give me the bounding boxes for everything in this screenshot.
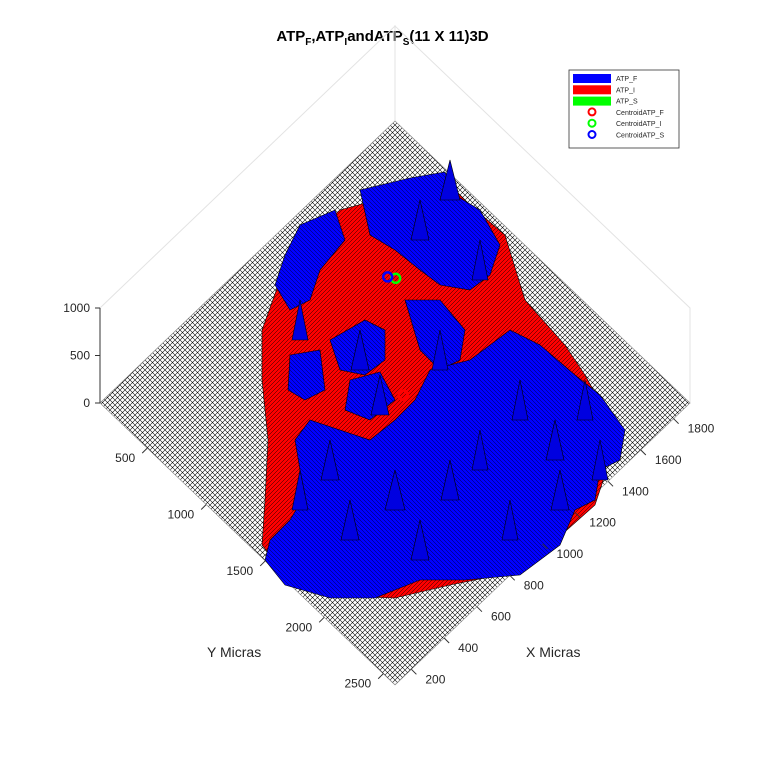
centroid-marker: [381, 271, 394, 283]
atp-f-peak: [471, 239, 489, 281]
legend-marker: [587, 130, 597, 139]
atp-f-region: [274, 209, 346, 311]
legend-label: CentroidATP_I: [616, 121, 661, 128]
x-tick-label: 1000: [557, 547, 584, 561]
y-tick-mark: [141, 447, 148, 454]
atp-f-peak: [370, 374, 390, 416]
atp-f-peak: [501, 499, 519, 541]
y-tick-mark: [318, 616, 325, 623]
atp-f-peak: [545, 419, 565, 461]
atp-f-peak: [550, 469, 570, 511]
z-tick-label: 0: [83, 396, 90, 410]
atp-f-peak: [410, 199, 430, 241]
y-tick-label: 2500: [344, 677, 371, 691]
legend-marker: [587, 118, 597, 128]
legend-swatch: [573, 74, 611, 83]
x-tick-mark: [411, 668, 417, 675]
x-tick-label: 200: [425, 672, 445, 686]
legend-label: CentroidATP_F: [616, 110, 664, 117]
legend-label: ATP_F: [616, 76, 637, 83]
atp-f-peak: [384, 469, 406, 511]
centroid-marker: [397, 389, 409, 401]
legend-label: ATP_S: [616, 99, 638, 106]
x-tick-mark: [640, 449, 647, 456]
title-sub: F: [305, 37, 312, 48]
atp-f-peak: [410, 519, 430, 561]
x-tick-mark: [509, 574, 516, 581]
x-tick-mark: [443, 637, 450, 644]
y-axis-label: Y Micras: [207, 644, 261, 660]
centroid-markers: [381, 271, 409, 401]
legend-swatch: [573, 96, 611, 106]
atp-f-region: [359, 171, 501, 291]
atp-f-peak: [350, 329, 370, 371]
surface-mesh: [261, 159, 626, 599]
x-tick-mark: [542, 543, 548, 550]
z-tick-label: 1000: [63, 301, 90, 315]
y-tick-label: 500: [115, 451, 135, 465]
atp-f-peak: [439, 159, 461, 201]
atp-f-region: [404, 299, 466, 371]
legend: ATP_F ATP_I ATP_S CentroidATP_F CentroidATP_…: [568, 69, 680, 149]
x-tick-label: 600: [491, 610, 511, 624]
title-sub: I: [344, 37, 348, 48]
z-tick-label: 500: [70, 349, 90, 363]
chart-title: ATPF,ATPIandATPS(11 X 11)3D: [0, 28, 765, 48]
title-part: ,ATP: [311, 28, 345, 45]
y-tick-mark: [200, 504, 207, 510]
atp-f-region: [287, 349, 326, 401]
x-tick-label: 1800: [688, 422, 715, 436]
x-tick-label: 800: [524, 578, 544, 592]
title-sub: S: [402, 37, 410, 48]
x-tick-mark: [476, 606, 483, 613]
atp-f-peak: [440, 459, 460, 501]
x-tick-label: 400: [458, 641, 478, 655]
atp-f-peak: [511, 379, 529, 421]
x-tick-label: 1200: [589, 516, 616, 530]
y-tick-label: 2000: [285, 620, 312, 634]
atp-f-peak: [591, 439, 609, 481]
atp-f-peak: [291, 299, 309, 341]
atp-f-peak: [431, 329, 449, 371]
y-tick-mark: [259, 560, 266, 567]
atp-f-peak: [576, 379, 594, 421]
atp-f-peak: [291, 469, 309, 511]
legend-label: ATP_I: [616, 87, 635, 94]
legend-marker: [587, 107, 597, 117]
y-tick-label: 1000: [167, 508, 194, 522]
x-tick-label: 1600: [655, 453, 682, 467]
atp-f-peak: [320, 439, 340, 481]
axis-ticks: 200 400 600 800 1000 1200 1400 1600 1800 500 1000 1…: [63, 301, 714, 691]
legend-label: CentroidATP_S: [616, 133, 664, 140]
x-tick-mark: [574, 512, 581, 519]
legend-swatch: [573, 85, 611, 95]
x-tick-mark: [673, 418, 679, 425]
title-part: ATP: [276, 28, 306, 45]
title-part: (11 X 11)3D: [409, 28, 489, 45]
axis-labels: X Micras Y Micras: [207, 644, 580, 660]
y-tick-label: 1500: [226, 564, 253, 578]
atp-f-peak: [471, 429, 489, 471]
x-axis-label: X Micras: [526, 644, 580, 660]
x-tick-label: 1400: [622, 484, 649, 498]
x-tick-mark: [607, 480, 614, 487]
atp-f-peak: [340, 499, 360, 541]
y-tick-mark: [377, 673, 384, 680]
